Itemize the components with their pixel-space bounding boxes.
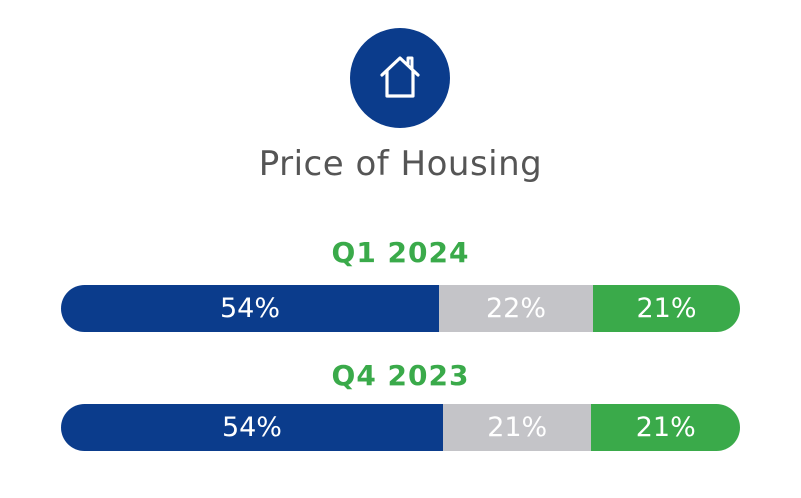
bar-segment: 21% (593, 285, 740, 332)
chart-title: Price of Housing (258, 144, 543, 184)
bar-segment: 54% (61, 404, 443, 451)
house-icon (350, 28, 450, 128)
segment-value-label: 54% (219, 293, 280, 324)
bar-segment: 54% (61, 285, 439, 332)
segment-value-label: 21% (635, 412, 696, 443)
period-label: Q1 2024 (331, 236, 470, 269)
house-icon-glyph (380, 56, 420, 98)
bar-segment: 21% (442, 404, 592, 451)
bar-segment: 21% (591, 404, 740, 451)
segment-value-label: 21% (636, 293, 697, 324)
stacked-bar: 54% 21% 21% (61, 404, 740, 451)
stacked-bar: 54% 22% 21% (61, 285, 740, 332)
segment-value-label: 22% (485, 293, 546, 324)
bar-segment: 22% (439, 285, 593, 332)
period-label: Q4 2023 (331, 359, 470, 392)
segment-value-label: 21% (487, 412, 548, 443)
segment-value-label: 54% (221, 412, 282, 443)
